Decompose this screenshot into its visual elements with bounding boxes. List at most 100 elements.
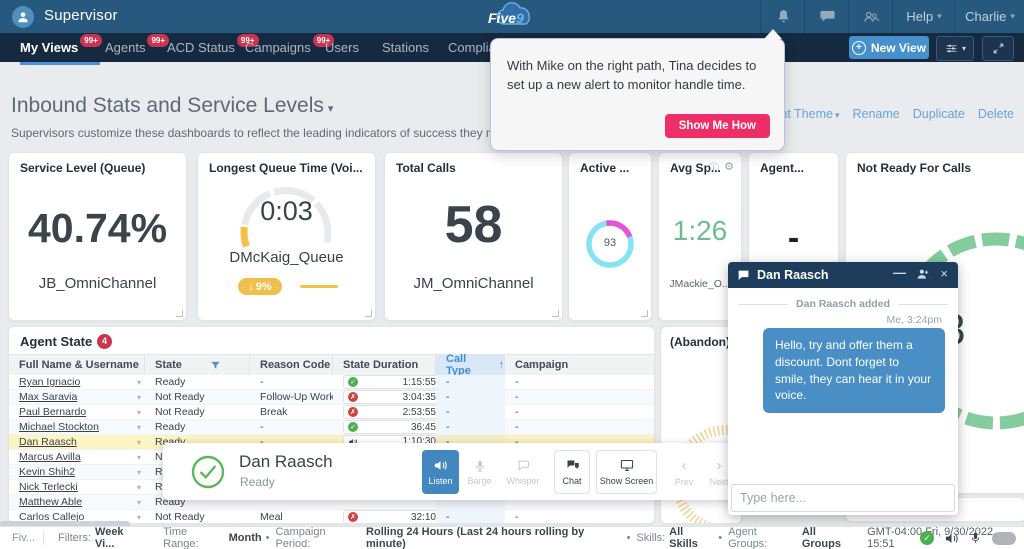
user-menu[interactable]: Charlie ▾ xyxy=(954,0,1024,33)
supervisors-button[interactable] xyxy=(848,0,893,33)
agent-name-link[interactable]: Marcus Avilla xyxy=(19,451,81,463)
skills-value[interactable]: All Skills xyxy=(669,526,698,549)
close-icon[interactable]: × xyxy=(940,266,948,281)
agent-groups-label: Agent Groups: xyxy=(728,526,768,549)
agent-name-link[interactable]: Max Saravia xyxy=(19,391,78,403)
card-longest-queue-time[interactable]: Longest Queue Time (Voi... 0:03 DMcKaig_… xyxy=(197,152,376,321)
page-title[interactable]: Inbound Stats and Service Levels ▾ xyxy=(11,94,334,117)
gear-icon[interactable]: ⚙ xyxy=(724,161,734,173)
horizontal-scrollbar[interactable] xyxy=(0,521,130,527)
table-row[interactable]: Paul Bernardo Not Ready Break 2:53:55 - … xyxy=(9,405,654,420)
call-type-cell: - xyxy=(436,390,505,404)
reason-cell: Break xyxy=(260,406,288,418)
agent-groups-value[interactable]: All Groups xyxy=(801,526,841,549)
resize-handle[interactable] xyxy=(641,310,648,317)
table-row[interactable]: Ryan Ignacio Ready - 1:15:55 - - xyxy=(9,375,654,390)
chevron-down-icon[interactable] xyxy=(137,513,145,522)
delete-button[interactable]: Delete xyxy=(977,107,1014,121)
card-service-level[interactable]: Service Level (Queue) 40.74% JB_OmniChan… xyxy=(8,152,187,321)
microphone-icon[interactable] xyxy=(969,531,982,545)
tab-users[interactable]: Users xyxy=(325,40,359,55)
column-header[interactable]: Campaign xyxy=(515,359,569,371)
notifications-button[interactable] xyxy=(760,0,805,33)
call-type-cell: - xyxy=(436,375,505,389)
statusbar-left-label[interactable]: Fiv... xyxy=(12,532,36,544)
chevron-down-icon[interactable] xyxy=(137,468,145,477)
duplicate-button[interactable]: Duplicate xyxy=(912,107,965,121)
info-icon[interactable]: ⓘ xyxy=(708,163,719,175)
agent-name-link[interactable]: Ryan Ignacio xyxy=(19,376,81,388)
chevron-down-icon[interactable] xyxy=(137,438,145,447)
chevron-down-icon[interactable] xyxy=(137,393,145,402)
column-header-sorted[interactable]: Call Type ↑ xyxy=(436,353,505,377)
new-view-button[interactable]: + New View xyxy=(849,36,929,59)
sort-ascending-icon: ↑ xyxy=(498,359,505,371)
card-active[interactable]: Active ... 93 xyxy=(568,152,652,321)
chat-header[interactable]: Dan Raasch — × xyxy=(728,262,958,288)
column-header[interactable]: State Duration xyxy=(333,355,436,375)
agent-name-link[interactable]: Carlos Callejo xyxy=(19,511,85,523)
chevron-down-icon: ▾ xyxy=(834,110,840,120)
chat-input[interactable] xyxy=(731,484,955,512)
table-row[interactable]: Michael Stockton Ready - 36:45 - - xyxy=(9,420,654,435)
agent-name-link[interactable]: Kevin Shih2 xyxy=(19,466,76,478)
filters-value[interactable]: Week Vi... xyxy=(95,526,124,549)
agent-name-link[interactable]: Nick Terlecki xyxy=(19,481,78,493)
agent-name-link[interactable]: Paul Bernardo xyxy=(19,406,87,418)
chevron-down-icon[interactable] xyxy=(137,423,145,432)
campaign-period-value[interactable]: Rolling 24 Hours (Last 24 hours rolling … xyxy=(366,526,585,549)
help-menu[interactable]: Help ▾ xyxy=(892,0,955,33)
rename-button[interactable]: Rename xyxy=(852,107,900,121)
speaker-icon xyxy=(434,461,447,470)
reason-cell: Follow-Up Work xyxy=(260,391,333,403)
chevron-down-icon[interactable] xyxy=(137,483,145,492)
skills-label: Skills: xyxy=(636,532,666,544)
show-me-how-button[interactable]: Show Me How xyxy=(664,114,770,138)
chevron-down-icon[interactable] xyxy=(137,408,145,417)
resize-handle[interactable] xyxy=(176,310,183,317)
agent-name-link[interactable]: Michael Stockton xyxy=(19,421,99,433)
tab-stations[interactable]: Stations xyxy=(382,40,429,55)
agent-name-link[interactable]: Dan Raasch xyxy=(19,436,77,448)
metric-value: 1:26 xyxy=(672,215,728,246)
avatar[interactable] xyxy=(12,6,34,28)
minimize-icon[interactable]: — xyxy=(893,265,906,280)
chat-bubbles-icon xyxy=(565,460,579,470)
view-settings-button[interactable]: ▾ xyxy=(936,36,974,61)
add-person-icon[interactable] xyxy=(916,267,930,281)
column-header[interactable]: State xyxy=(145,355,250,375)
table-row[interactable]: Max Saravia Not Ready Follow-Up Work 3:0… xyxy=(9,390,654,405)
listen-button[interactable]: Listen xyxy=(422,450,459,494)
metric-subtitle: JM_OmniChannel xyxy=(413,275,534,292)
tab-campaigns[interactable]: Campaigns 99+ xyxy=(245,33,335,62)
user-label: Charlie xyxy=(965,9,1007,24)
card-title: Active ... xyxy=(580,161,630,175)
filter-icon[interactable] xyxy=(210,360,221,371)
show-screen-button[interactable]: Show Screen xyxy=(596,450,657,494)
messages-button[interactable] xyxy=(804,0,849,33)
fullscreen-button[interactable] xyxy=(982,36,1014,61)
card-total-calls[interactable]: Total Calls 58 JM_OmniChannel xyxy=(384,152,563,321)
next-button[interactable]: › Next xyxy=(709,457,729,487)
agent-name-link[interactable]: Matthew Able xyxy=(19,496,83,508)
tab-my-views[interactable]: My Views 99+ xyxy=(20,33,102,65)
column-header[interactable]: Full Name & Username xyxy=(9,355,145,375)
duration-cell: 36:45 xyxy=(333,420,436,434)
chevron-down-icon[interactable] xyxy=(137,453,145,462)
tab-acd-status[interactable]: ACD Status 99+ xyxy=(167,33,259,62)
chevron-down-icon[interactable] xyxy=(137,498,145,507)
barge-button[interactable]: Barge xyxy=(463,450,496,494)
chevron-down-icon[interactable] xyxy=(137,378,145,387)
prev-button[interactable]: ‹ Prev xyxy=(674,457,694,487)
table-row[interactable]: Carlos Callejo Not Ready Meal 32:10 - - xyxy=(9,510,654,523)
resize-handle[interactable] xyxy=(552,310,559,317)
whisper-button[interactable]: Whisper xyxy=(504,450,542,494)
chat-button[interactable]: Chat xyxy=(554,450,590,494)
tab-agents[interactable]: Agents 99+ xyxy=(105,33,170,62)
time-range-value[interactable]: Month xyxy=(228,532,262,544)
speaker-icon[interactable] xyxy=(944,531,959,546)
campaign-cell: - xyxy=(515,406,519,418)
column-header[interactable]: Reason Code xyxy=(250,355,333,375)
state-cell: Not Ready xyxy=(155,406,205,418)
resize-handle[interactable] xyxy=(365,310,372,317)
